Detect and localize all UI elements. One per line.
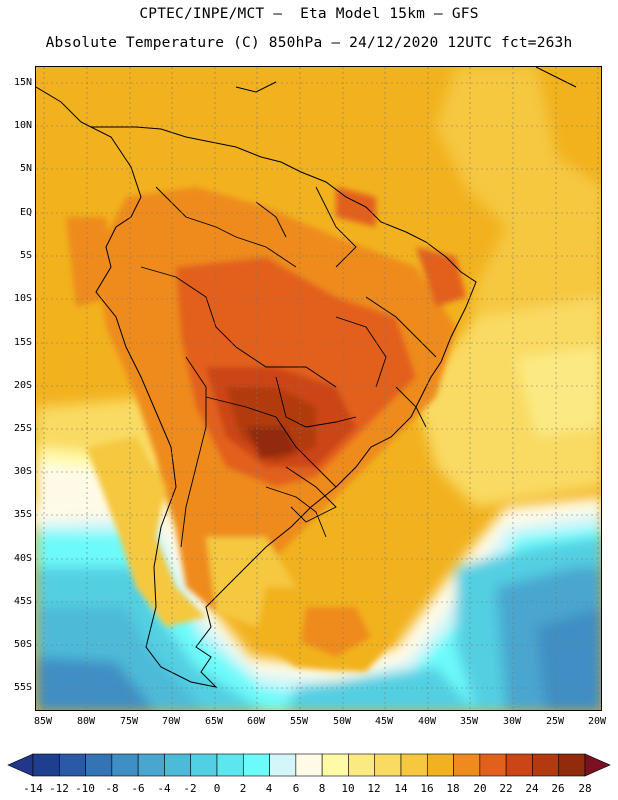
lat-label: 55S [13,682,32,693]
colorbar-tick: 22 [499,782,513,795]
lat-label: 5S [19,250,32,261]
lat-label: 50S [13,639,32,650]
colorbar-cell [558,753,586,777]
colorbar-tick: 4 [265,782,273,795]
colorbar-cell [505,753,533,777]
colorbar-cell [111,753,139,777]
colorbar-cell [400,753,428,777]
colorbar-cell [479,753,507,777]
colorbar [7,753,611,777]
lat-label: 10N [13,120,32,131]
lat-label: 10S [13,293,32,304]
colorbar-tick: -12 [49,782,69,795]
title-line-2: Absolute Temperature (C) 850hPa – 24/12/… [45,35,573,51]
country-borders [140,186,437,548]
lon-label: 30W [502,716,522,727]
colorbar-cell [242,753,270,777]
colorbar-tick: 2 [239,782,247,795]
colorbar-cell [190,753,218,777]
colorbar-tick: 24 [525,782,539,795]
lon-label: 20W [587,716,607,727]
colorbar-cell [321,753,349,777]
lat-label: 5N [19,163,32,174]
colorbar-cell [295,753,323,777]
lon-label: 50W [332,716,352,727]
colorbar-tick: 0 [213,782,221,795]
lon-label: 60W [246,716,266,727]
colorbar-tick: -6 [131,782,145,795]
lon-label: 75W [119,716,139,727]
colorbar-tick: 6 [292,782,300,795]
field-cold-south [36,497,601,710]
lat-label: 15S [13,337,32,348]
map-canvas [36,67,601,710]
lat-label: 45S [13,596,32,607]
temperature-map [35,66,602,711]
colorbar-tick: 26 [551,782,565,795]
colorbar-tick: -10 [75,782,95,795]
colorbar-high-arrow [584,753,611,777]
colorbar-tick: 12 [367,782,381,795]
colorbar-tick: -4 [157,782,171,795]
lat-label: 20S [13,380,32,391]
lon-label: 55W [289,716,309,727]
colorbar-cell [426,753,454,777]
lon-label: 45W [374,716,394,727]
colorbar-tick: -2 [183,782,197,795]
colorbar-cell [58,753,86,777]
lon-label: 40W [417,716,437,727]
lon-label: 35W [459,716,479,727]
colorbar-tick: 20 [473,782,487,795]
colorbar-cell [164,753,192,777]
colorbar-tick: 8 [318,782,326,795]
lon-label: 65W [204,716,224,727]
colorbar-tick: 14 [394,782,408,795]
colorbar-cell [348,753,376,777]
lat-label: 15N [13,77,32,88]
lon-label: 80W [76,716,96,727]
colorbar-low-arrow [7,753,34,777]
colorbar-cell [85,753,113,777]
lon-label: 85W [33,716,53,727]
colorbar-tick: 10 [341,782,355,795]
lon-label: 25W [545,716,565,727]
colorbar-cell [269,753,297,777]
colorbar-tick: 16 [420,782,434,795]
colorbar-cell [374,753,402,777]
colorbar-cell [32,753,60,777]
lat-label: EQ [19,207,32,218]
colorbar-cell [216,753,244,777]
coastlines [36,67,577,688]
lon-label: 70W [161,716,181,727]
lat-label: 40S [13,553,32,564]
colorbar-cell [532,753,560,777]
colorbar-tick: -14 [23,782,43,795]
title-line-1: CPTEC/INPE/MCT – Eta Model 15km – GFS [139,6,479,22]
colorbar-tick: -8 [105,782,119,795]
colorbar-tick: 18 [446,782,460,795]
colorbar-tick: 28 [578,782,592,795]
lat-label: 35S [13,509,32,520]
lat-label: 30S [13,466,32,477]
colorbar-cell [137,753,165,777]
colorbar-cells [7,753,611,777]
colorbar-cell [453,753,481,777]
lat-label: 25S [13,423,32,434]
